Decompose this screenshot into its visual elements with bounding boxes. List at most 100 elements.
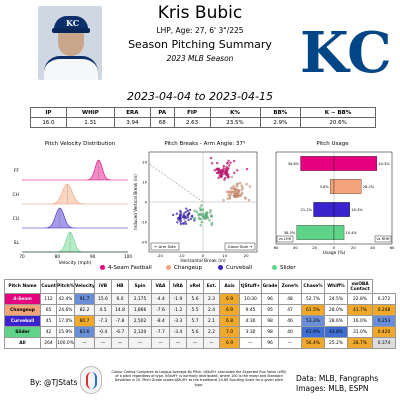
velocity-density-ff — [22, 159, 128, 181]
pitch-table-cell: — — [74, 337, 95, 349]
pitch-table-cell: 48 — [278, 293, 302, 305]
pitch-table-cell: -4.4 — [151, 293, 170, 305]
pitch-table-header-cell: hRA — [169, 279, 187, 294]
pitch-table-cell: 56.4% — [301, 337, 325, 349]
break-point — [222, 164, 225, 168]
pitch-table-cell: -8.4 — [151, 315, 170, 327]
break-point — [175, 212, 179, 215]
pitch-table-header-cell: Velocity — [74, 279, 95, 294]
summary-header-cell: FIP — [173, 107, 211, 118]
pitch-table-header-cell: HB — [111, 279, 129, 294]
usage-rhh-box — [374, 235, 392, 243]
velocity-chart-title: Pitch Velocity Distribution — [44, 141, 116, 147]
legend-label: 4-Seam Fastball — [108, 265, 152, 271]
pitch-table-cell: 2,120 — [128, 326, 152, 338]
pitch-table-cell: 15.9% — [56, 326, 75, 338]
break-point — [210, 214, 214, 218]
pitch-table-cell: 4:30 — [239, 315, 262, 327]
break-point — [222, 199, 225, 202]
pitch-table-cell: 6.9 — [219, 337, 240, 349]
pitch-table-cell: 46 — [278, 315, 302, 327]
table-row: Changeup 65 24.6% 82.2 4.5 14.8 1,866 -7.6 -1.2 5… — [4, 304, 396, 316]
pitch-table-cell: 28.6% — [324, 315, 348, 327]
break-point — [209, 156, 213, 160]
breaks-y-tick: 20 — [142, 159, 147, 164]
break-point — [235, 183, 238, 186]
legend-item: Curveball — [218, 265, 252, 271]
date-range: 2023-04-04 to 2023-04-15 — [127, 90, 273, 103]
pitch-name-cell: 4-Seam — [4, 293, 41, 305]
break-point — [229, 193, 232, 196]
pitch-table-cell: — — [203, 337, 220, 349]
disclaimer-text: Colour Coding Compares to League Average… — [111, 370, 287, 387]
usage-bar-rhh — [333, 225, 345, 240]
pitch-table-cell: 52.7% — [301, 293, 325, 305]
pitch-table-cell: 100.0% — [56, 337, 75, 349]
summary-value-cell: 3.94 — [113, 117, 151, 128]
data-source: Data: MLB, Fangraphs — [296, 374, 379, 383]
pitch-table-cell: 31.0% — [347, 326, 373, 338]
pitch-table-header-cell: Axis — [219, 279, 240, 294]
break-point — [238, 181, 242, 185]
break-point — [226, 173, 229, 176]
headshot-cap-brim — [52, 28, 90, 33]
velocity-x-label: Velocity (mph) — [59, 260, 92, 266]
break-point — [198, 207, 202, 210]
pitch-legend: 4-Seam Fastball Changeup Curveball Slider — [100, 265, 330, 273]
pitch-table-cell: 96 — [261, 293, 279, 305]
break-point — [244, 197, 247, 200]
velocity-density-sl — [22, 231, 128, 253]
table-row: Curveball 45 17.0% 80.7 -7.3 -7.8 2,502 -8.4 -3.… — [4, 315, 396, 327]
break-point — [215, 171, 219, 175]
break-point — [182, 212, 186, 215]
break-point — [209, 211, 212, 214]
glove-side-label: Glove Side → — [228, 244, 253, 249]
glove-side-box — [224, 242, 256, 251]
headshot-cap-logo: KC — [66, 18, 80, 28]
arm-side-box — [150, 242, 180, 251]
usage-lhh-box — [276, 235, 294, 243]
break-point — [199, 212, 202, 216]
break-point — [188, 208, 192, 212]
break-point — [217, 176, 220, 180]
break-point — [235, 193, 238, 196]
player-name: Kris Bubic — [157, 3, 243, 23]
pitch-table-cell: 264 — [40, 337, 57, 349]
pitch-table-cell: 61.9% — [301, 326, 325, 338]
pitch-table-cell: — — [186, 337, 204, 349]
break-point — [201, 212, 204, 215]
usage-x-tick: 0 — [333, 245, 336, 250]
pitch-table-cell: — — [278, 337, 302, 349]
pitch-table-cell: 24.5% — [324, 293, 348, 305]
usage-x-label: Usage (%) — [323, 250, 346, 256]
pitch-table-header-cell: vRel — [186, 279, 204, 294]
pitch-table-cell: 16.0% — [347, 315, 373, 327]
velocity-density-ch — [22, 183, 128, 205]
usage-value-rhh: 44.3% — [378, 162, 390, 166]
pitch-name-cell: All — [4, 337, 41, 349]
breaks-y-tick: 10 — [142, 179, 147, 184]
pitch-table-cell: 6.8 — [219, 315, 240, 327]
velocity-tick-label: 100 — [124, 254, 132, 259]
pitch-table-cell: 5.5 — [186, 304, 204, 316]
pitch-name-cell: Changeup — [4, 304, 41, 316]
breaks-x-tick: -10 — [178, 253, 185, 258]
usage-value-lhh: 21.2% — [301, 208, 313, 212]
break-point — [203, 217, 206, 220]
pitch-table-cell: -3.4 — [169, 326, 187, 338]
break-point — [172, 213, 175, 217]
break-point — [221, 169, 225, 172]
legend-item: 4-Seam Fastball — [100, 265, 152, 271]
summary-stats-table: IP WHIP ERA PA FIP K% BB% K − BB% 16.0 1.31 3.94 6… — [30, 107, 376, 128]
pitch-table-cell: -7.3 — [94, 315, 112, 327]
summary-value-cell: 16.0 — [30, 117, 67, 128]
break-point — [232, 193, 235, 196]
break-point — [206, 216, 209, 220]
sources: Data: MLB, Fangraphs Images: MLB, ESPN — [296, 374, 378, 394]
break-point — [176, 216, 180, 220]
pitch-breaks-chart: -20 -10 0 10 20 -20 -10 0 10 20 Horizontal Break (… — [133, 151, 258, 264]
break-point — [190, 215, 193, 218]
pitch-table-header-cell: Whiff% — [324, 279, 348, 294]
usage-rhh-label: vs RHH — [376, 237, 389, 241]
break-point — [240, 193, 243, 196]
